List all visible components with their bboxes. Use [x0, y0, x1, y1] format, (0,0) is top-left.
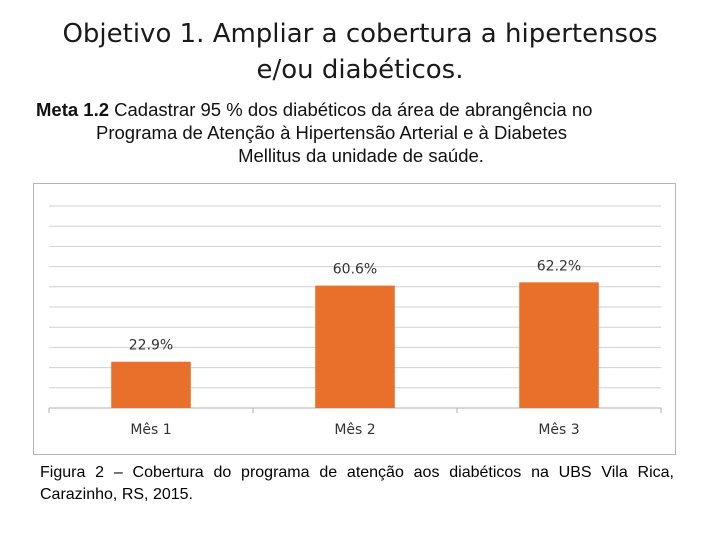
data-label: 60.6% — [333, 262, 377, 278]
data-label: 22.9% — [129, 338, 173, 354]
title-line-1: Objetivo 1. Ampliar a cobertura a hipert… — [62, 19, 658, 49]
goal-label: Meta 1.2 — [36, 99, 110, 120]
bar — [315, 285, 395, 408]
goal-text-line-2: Programa de Atenção à Hipertensão Arteri… — [96, 122, 568, 143]
bar — [111, 361, 191, 408]
title-line-2: e/ou diabéticos. — [256, 55, 464, 85]
bar — [519, 282, 599, 408]
figure-caption: Figura 2 – Cobertura do programa de aten… — [40, 464, 674, 503]
x-tick-label: Mês 3 — [538, 422, 579, 438]
goal-description: Meta 1.2 Cadastrar 95 % dos diabéticos d… — [36, 98, 686, 167]
slide-title: Objetivo 1. Ampliar a cobertura a hipert… — [0, 16, 720, 88]
chart-area: 22.9% Mês 1 60.6% Mês 2 62.2% Mês 3 — [33, 183, 676, 455]
x-tick-label: Mês 2 — [334, 422, 375, 438]
data-label: 62.2% — [537, 258, 581, 274]
bar-chart: 22.9% Mês 1 60.6% Mês 2 62.2% Mês 3 — [48, 205, 662, 438]
x-tick-label: Mês 1 — [130, 422, 171, 438]
goal-text-line-3: Mellitus da unidade de saúde. — [238, 145, 484, 166]
goal-text-line-1: Cadastrar 95 % dos diabéticos da área de… — [109, 99, 593, 120]
